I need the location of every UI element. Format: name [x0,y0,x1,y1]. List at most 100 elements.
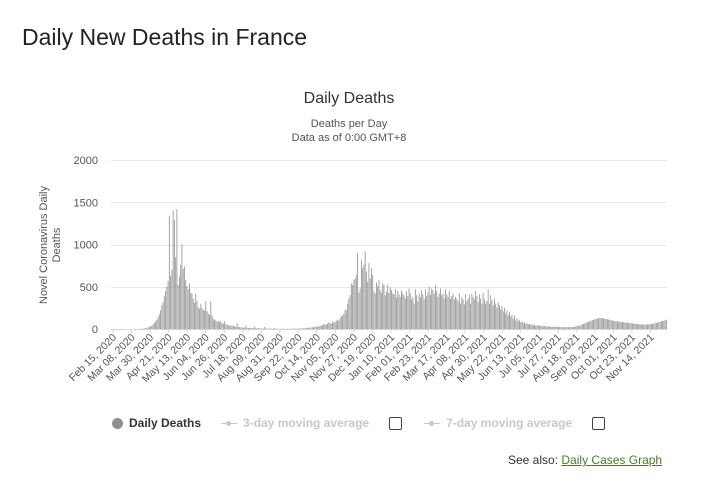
bar[interactable] [508,315,509,329]
bar[interactable] [415,289,416,329]
bar[interactable] [237,323,238,329]
daily-cases-graph-link[interactable]: Daily Cases Graph [561,453,662,467]
bar[interactable] [160,310,161,329]
bar[interactable] [495,304,496,329]
bar[interactable] [338,321,339,329]
bar[interactable] [395,289,396,329]
bar[interactable] [173,211,174,329]
bar[interactable] [412,297,413,329]
bar[interactable] [190,293,191,329]
bar[interactable] [154,323,155,329]
bar[interactable] [390,288,391,329]
bar[interactable] [194,303,195,329]
bar[interactable] [449,291,450,329]
bar[interactable] [150,326,151,329]
bar[interactable] [431,288,432,329]
bar[interactable] [441,295,442,329]
bar[interactable] [368,263,369,329]
bar[interactable] [555,327,556,329]
bar[interactable] [200,304,201,329]
bar[interactable] [465,294,466,329]
bar[interactable] [210,301,211,329]
bar[interactable] [155,321,156,329]
bar[interactable] [529,324,530,329]
bar[interactable] [557,327,558,329]
bar[interactable] [193,299,194,329]
bar[interactable] [166,287,167,329]
bar[interactable] [461,297,462,329]
bar[interactable] [612,321,613,329]
bar[interactable] [502,306,503,329]
bar[interactable] [481,304,482,329]
bar[interactable] [430,295,431,329]
bar[interactable] [144,328,145,329]
bar[interactable] [249,328,250,329]
bar[interactable] [626,323,627,329]
bar[interactable] [362,268,363,329]
bar[interactable] [476,296,477,329]
bar[interactable] [302,328,303,329]
bar[interactable] [646,325,647,329]
bar[interactable] [607,319,608,329]
bar[interactable] [440,288,441,329]
bar[interactable] [564,327,565,329]
bar[interactable] [583,324,584,329]
bar[interactable] [394,294,395,329]
bar[interactable] [578,326,579,329]
bar[interactable] [387,285,388,329]
bar[interactable] [494,299,495,329]
bar[interactable] [377,286,378,329]
bar[interactable] [245,326,246,329]
bar[interactable] [165,291,166,329]
bar[interactable] [402,294,403,329]
bar[interactable] [309,328,310,329]
bar[interactable] [410,294,411,329]
bar[interactable] [444,299,445,329]
bar[interactable] [360,288,361,329]
bar[interactable] [532,324,533,329]
bar[interactable] [625,322,626,329]
bar[interactable] [251,328,252,329]
bar[interactable] [363,265,364,329]
bar[interactable] [571,327,572,329]
bar[interactable] [317,327,318,329]
bar[interactable] [168,281,169,329]
bar[interactable] [171,270,172,329]
bar[interactable] [547,326,548,329]
bar[interactable] [513,319,514,329]
bar[interactable] [632,323,633,329]
bar[interactable] [411,299,412,329]
bar[interactable] [443,294,444,329]
bar[interactable] [663,321,664,329]
bar[interactable] [233,326,234,329]
bar[interactable] [409,288,410,329]
bar[interactable] [259,328,260,329]
bar[interactable] [376,283,377,329]
bar[interactable] [391,290,392,329]
bar[interactable] [559,327,560,329]
bar[interactable] [434,294,435,329]
bar[interactable] [353,280,354,329]
bar[interactable] [220,321,221,329]
bar[interactable] [372,275,373,329]
bar[interactable] [475,291,476,329]
bar[interactable] [169,216,170,329]
bar[interactable] [470,304,471,329]
bar[interactable] [488,289,489,329]
bar[interactable] [163,302,164,329]
bar[interactable] [530,325,531,329]
bar[interactable] [303,328,304,329]
bar[interactable] [332,321,333,329]
bar[interactable] [367,282,368,329]
bar[interactable] [633,324,634,329]
bar[interactable] [386,292,387,329]
bar[interactable] [596,319,597,329]
bar[interactable] [505,314,506,329]
bar[interactable] [643,325,644,329]
bar[interactable] [439,294,440,329]
bar[interactable] [406,292,407,329]
bar[interactable] [545,326,546,329]
bar[interactable] [469,295,470,329]
bar[interactable] [179,277,180,329]
bar[interactable] [471,294,472,329]
